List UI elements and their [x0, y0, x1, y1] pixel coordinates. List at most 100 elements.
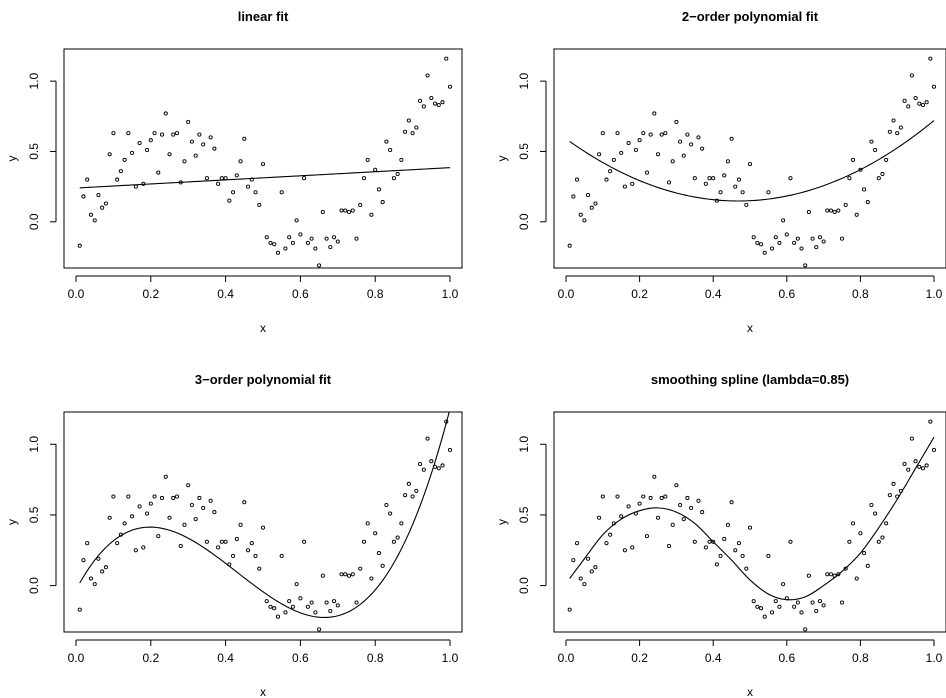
data-point: [736, 177, 742, 182]
data-point: [700, 510, 705, 515]
data-point: [810, 236, 815, 241]
data-point: [399, 521, 404, 526]
data-point: [659, 132, 664, 137]
data-point: [346, 209, 352, 215]
data-point: [242, 136, 247, 141]
data-point: [290, 240, 295, 245]
data-point: [328, 245, 333, 250]
data-point: [773, 235, 778, 240]
data-point: [182, 522, 187, 527]
data-point: [689, 505, 694, 510]
y-tick-label: 0.5: [27, 143, 41, 160]
data-point: [626, 504, 631, 509]
data-point: [777, 604, 782, 609]
data-point: [571, 558, 576, 563]
data-point: [81, 558, 86, 563]
panel-4: smoothing spline (lambda=0.85) 0.0 0.2 0.4 0…: [495, 372, 946, 698]
data-point: [302, 539, 307, 544]
data-point: [589, 205, 594, 210]
data-point: [115, 177, 120, 182]
data-point: [674, 119, 679, 124]
data-point: [369, 212, 374, 217]
data-point: [828, 572, 834, 577]
data-point: [799, 610, 804, 615]
data-point: [141, 545, 146, 550]
data-point: [817, 235, 822, 240]
data-point: [880, 171, 885, 177]
data-point: [909, 436, 914, 441]
fit-line: [79, 412, 450, 619]
data-point: [843, 202, 848, 207]
data-point: [309, 600, 314, 605]
data-point: [876, 176, 881, 181]
data-point: [358, 202, 363, 207]
data-point: [395, 535, 400, 540]
data-points: [567, 56, 937, 268]
data-point: [406, 118, 411, 123]
data-point: [182, 159, 187, 164]
y-axis-label: y: [495, 156, 509, 162]
data-point: [287, 235, 292, 240]
data-point: [711, 176, 716, 181]
data-point: [156, 534, 161, 539]
data-point: [410, 131, 415, 136]
data-point: [440, 100, 445, 105]
data-point: [593, 201, 598, 206]
data-point: [887, 493, 892, 498]
data-point: [358, 566, 363, 571]
panel-3: 3−order polynomial fit 0.0 0.2 0.4 0.6 0.8 1.0…: [5, 372, 463, 698]
data-point: [747, 525, 753, 530]
data-point: [388, 148, 393, 153]
data-point: [622, 184, 627, 189]
data-point: [718, 553, 723, 558]
data-point: [268, 604, 273, 609]
data-point: [567, 607, 572, 612]
data-point: [913, 95, 918, 101]
data-point: [582, 218, 587, 223]
data-point: [924, 100, 929, 105]
data-point: [343, 208, 348, 213]
data-point: [391, 176, 396, 181]
y-tick-label: 0.5: [517, 506, 531, 523]
data-point: [770, 246, 775, 251]
data-point: [869, 502, 874, 508]
data-point: [111, 131, 116, 136]
x-tick-label: 0.8: [367, 287, 384, 301]
x-tick-label: 0.2: [142, 651, 159, 665]
data-point: [880, 535, 885, 540]
y-tick-label: 1.0: [517, 72, 531, 89]
plot-frame: [553, 411, 946, 633]
data-point: [839, 236, 845, 241]
data-point: [854, 576, 859, 581]
data-point: [707, 176, 712, 181]
data-point: [600, 131, 605, 136]
data-point: [103, 565, 108, 570]
data-point: [755, 240, 760, 245]
data-point: [744, 566, 749, 571]
data-point: [604, 177, 609, 182]
data-point: [799, 246, 804, 251]
data-point: [126, 131, 131, 136]
data-point: [189, 502, 194, 508]
data-point: [663, 131, 668, 136]
data-point: [380, 200, 385, 205]
data-point: [608, 169, 613, 174]
data-point: [906, 104, 911, 109]
data-point: [163, 111, 168, 116]
data-point: [317, 263, 322, 268]
data-point: [231, 553, 236, 558]
data-point: [201, 142, 206, 147]
data-point: [574, 541, 580, 546]
x-tick-label: 0.6: [292, 651, 309, 665]
data-point: [174, 131, 180, 136]
y-tick-label: 0.0: [517, 213, 531, 230]
data-point: [703, 181, 708, 186]
data-point: [574, 177, 580, 182]
data-point: [418, 98, 423, 103]
data-point: [792, 604, 797, 609]
data-point: [133, 184, 138, 189]
data-point: [107, 152, 112, 157]
y-tick-label: 0.0: [27, 577, 41, 594]
data-point: [619, 514, 624, 519]
data-point: [637, 501, 642, 506]
